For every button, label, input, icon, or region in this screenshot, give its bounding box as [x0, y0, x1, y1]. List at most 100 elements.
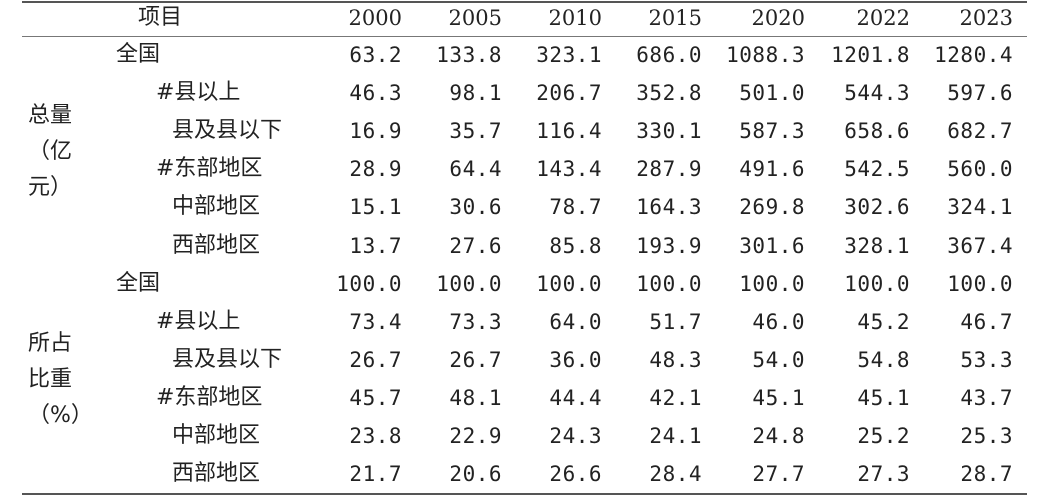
header-year: 2022	[856, 6, 910, 30]
table-cell: 100.0	[336, 271, 402, 296]
table-cell: 302.6	[844, 195, 910, 220]
table-cell: 25.3	[960, 424, 1013, 448]
table-cell: 27.3	[857, 462, 910, 487]
table-cell: 64.0	[549, 309, 602, 334]
header-year: 2000	[348, 6, 402, 30]
header-year: 2023	[959, 6, 1013, 30]
table-top-rule	[22, 1, 1027, 3]
table-cell: 73.3	[449, 309, 502, 334]
table-cell: 26.7	[449, 347, 502, 372]
table-cell: 85.8	[549, 233, 602, 258]
table-cell: 28.7	[960, 462, 1013, 487]
row-label: 县及县以下	[172, 118, 283, 144]
table-cell: 206.7	[536, 81, 602, 106]
table-bottom-rule	[22, 493, 1027, 495]
table-cell: 27.7	[752, 462, 805, 487]
header-item: 项目	[138, 5, 183, 30]
group-label-line: （%）	[28, 403, 93, 428]
table-cell: 15.1	[349, 195, 402, 220]
group-label-line: 总量	[28, 103, 73, 128]
table-cell: 193.9	[636, 233, 702, 258]
table-cell: 133.8	[436, 43, 502, 67]
table-cell: 45.2	[857, 309, 910, 334]
header-year: 2010	[548, 6, 602, 30]
table-cell: 100.0	[947, 271, 1013, 296]
table-cell: 45.7	[349, 385, 402, 410]
table-cell: 1088.3	[726, 43, 805, 67]
table-cell: 27.6	[449, 233, 502, 258]
table-cell: 54.0	[752, 347, 805, 372]
table-cell: 686.0	[636, 43, 702, 67]
table-cell: 63.2	[349, 43, 402, 67]
table-cell: 143.4	[536, 157, 602, 182]
table-cell: 26.6	[549, 462, 602, 487]
group-label-line: 元）	[28, 175, 73, 200]
table-cell: 36.0	[549, 347, 602, 372]
table-cell: 323.1	[536, 43, 602, 67]
table-cell: 42.1	[649, 385, 702, 410]
table-cell: 491.6	[739, 157, 805, 182]
group-label-line: 所占	[28, 331, 73, 356]
table-cell: 367.4	[947, 233, 1013, 258]
table-cell: 501.0	[739, 81, 805, 106]
row-label: 县及县以下	[172, 346, 283, 372]
table-cell: 269.8	[739, 195, 805, 220]
table-cell: 78.7	[549, 195, 602, 220]
table-cell: 25.2	[857, 424, 910, 448]
row-label: #县以上	[156, 80, 241, 106]
table-cell: 658.6	[844, 119, 910, 144]
table-cell: 54.8	[857, 347, 910, 372]
row-label: #东部地区	[156, 156, 263, 182]
table-cell: 26.7	[349, 347, 402, 372]
table-cell: 301.6	[739, 233, 805, 258]
table-cell: 587.3	[739, 119, 805, 144]
table-cell: 48.3	[649, 347, 702, 372]
table-cell: 46.3	[349, 81, 402, 106]
table-cell: 20.6	[449, 462, 502, 487]
row-label: #县以上	[156, 308, 241, 334]
table-cell: 22.9	[449, 424, 502, 448]
group-label-line: 比重	[28, 367, 73, 392]
row-label: 全国	[116, 42, 161, 67]
table-cell: 100.0	[436, 271, 502, 296]
table-cell: 23.8	[349, 424, 402, 448]
table-cell: 352.8	[636, 81, 702, 106]
table-cell: 28.9	[349, 157, 402, 182]
table-cell: 98.1	[449, 81, 502, 106]
table-cell: 45.1	[752, 385, 805, 410]
header-year: 2020	[751, 6, 805, 30]
row-label: 中部地区	[172, 423, 261, 448]
table-cell: 544.3	[844, 81, 910, 106]
row-label: 西部地区	[172, 461, 261, 487]
table-cell: 21.7	[349, 462, 402, 487]
table-cell: 73.4	[349, 309, 402, 334]
table-cell: 100.0	[636, 271, 702, 296]
table-cell: 1201.8	[831, 43, 910, 67]
table-cell: 164.3	[636, 195, 702, 220]
table-cell: 13.7	[349, 233, 402, 258]
table-cell: 16.9	[349, 119, 402, 144]
table-cell: 28.4	[649, 462, 702, 487]
table-cell: 43.7	[960, 385, 1013, 410]
table-cell: 53.3	[960, 347, 1013, 372]
table-cell: 64.4	[449, 157, 502, 182]
table-cell: 1280.4	[934, 43, 1013, 67]
table-cell: 24.8	[752, 424, 805, 448]
table-cell: 45.1	[857, 385, 910, 410]
table-cell: 328.1	[844, 233, 910, 258]
table-cell: 35.7	[449, 119, 502, 144]
table-cell: 597.6	[947, 81, 1013, 106]
header-year: 2015	[648, 6, 702, 30]
table-cell: 287.9	[636, 157, 702, 182]
table-cell: 330.1	[636, 119, 702, 144]
table-cell: 560.0	[947, 157, 1013, 182]
table-cell: 46.7	[960, 309, 1013, 334]
group-label-line: （亿	[28, 139, 73, 164]
row-label: 西部地区	[172, 232, 261, 258]
table-cell: 116.4	[536, 119, 602, 144]
table-cell: 30.6	[449, 195, 502, 220]
table-cell: 324.1	[947, 195, 1013, 220]
row-label: #东部地区	[156, 384, 263, 410]
table-cell: 51.7	[649, 309, 702, 334]
